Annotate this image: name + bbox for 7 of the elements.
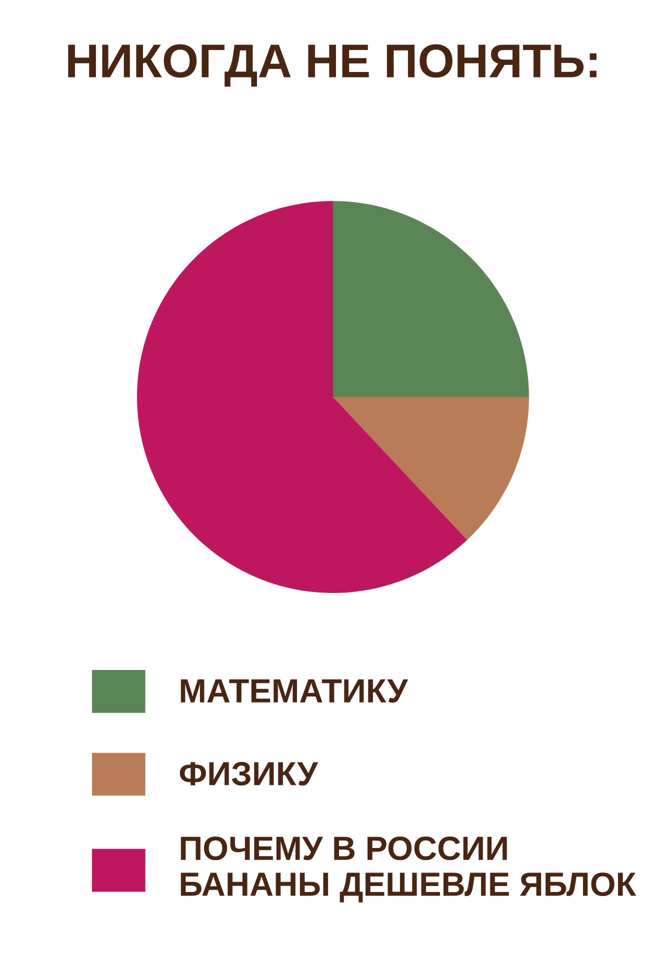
pie-slice [137,201,468,593]
pie-slice [333,201,529,397]
chart-title: НИКОГДА НЕ ПОНЯТЬ: [68,44,596,87]
legend-label: МАТЕМАТИКУ [180,679,408,703]
pie-slice [333,397,529,540]
legend-label: ПОЧЕМУ В РОССИИ БАНАНЫ ДЕШЕВЛЕ ЯБЛОК [180,836,636,902]
legend-label: ФИЗИКУ [180,762,318,786]
